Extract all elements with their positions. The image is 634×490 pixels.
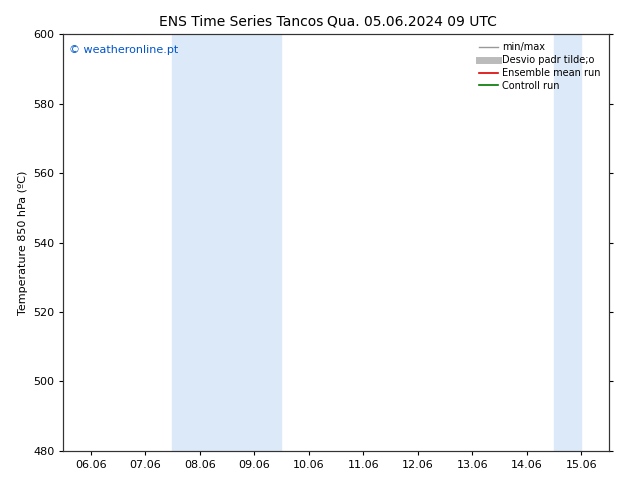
- Bar: [554, 34, 581, 451]
- Text: Qua. 05.06.2024 09 UTC: Qua. 05.06.2024 09 UTC: [327, 15, 497, 29]
- Legend: min/max, Desvio padr tilde;o, Ensemble mean run, Controll run: min/max, Desvio padr tilde;o, Ensemble m…: [476, 39, 604, 94]
- Bar: [172, 34, 281, 451]
- Text: ENS Time Series Tancos: ENS Time Series Tancos: [158, 15, 323, 29]
- Y-axis label: Temperature 850 hPa (ºC): Temperature 850 hPa (ºC): [18, 171, 27, 315]
- Text: © weatheronline.pt: © weatheronline.pt: [69, 45, 178, 55]
